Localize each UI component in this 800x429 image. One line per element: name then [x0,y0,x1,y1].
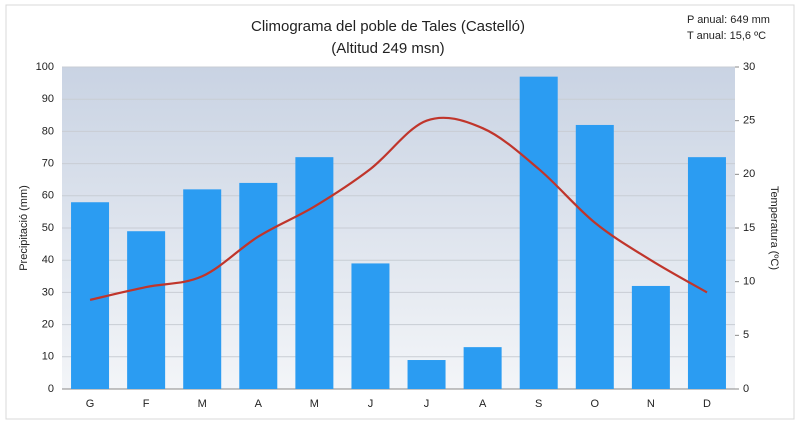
y-tick-label: 40 [42,254,54,266]
x-tick-label: A [255,398,263,410]
y2-tick-label: 25 [743,115,755,127]
annotation: T anual: 15,6 ºC [687,30,766,42]
x-tick-label: G [86,398,95,410]
y-tick-label: 80 [42,125,54,137]
x-tick-label: N [647,398,655,410]
y2-tick-label: 0 [743,383,749,395]
x-tick-label: M [310,398,319,410]
y2-tick-label: 30 [743,61,755,73]
bar [463,347,502,389]
y-tick-label: 50 [42,222,54,234]
chart-title: Climograma del poble de Tales (Castelló) [251,18,525,35]
x-tick-label: J [368,398,374,410]
y-tick-label: 30 [42,286,54,298]
x-tick-label: O [591,398,600,410]
y-tick-label: 90 [42,93,54,105]
bar [295,157,334,389]
bar [407,360,446,389]
line [89,116,708,301]
y-tick-label: 10 [42,351,54,363]
x-tick-label: S [535,398,542,410]
bar [351,263,390,389]
bar [127,231,166,389]
bar [575,124,614,390]
y-tick-label: 20 [42,319,54,331]
x-tick-label: A [479,398,487,410]
chart-subtitle: (Altitud 249 msn) [331,40,444,57]
bar [183,189,222,389]
bar [71,202,110,389]
y-tick-label: 100 [36,61,54,73]
y2-tick-label: 10 [743,276,755,288]
y-tick-label: 0 [48,383,54,395]
x-tick-label: J [424,398,430,410]
y2-tick-label: 5 [743,329,749,341]
bar [239,182,278,389]
y-tick-label: 60 [42,190,54,202]
annotation: P anual: 649 mm [687,14,770,26]
y2-tick-label: 15 [743,222,755,234]
y-axis-label: Precipitació (mm) [18,185,30,271]
x-tick-label: D [703,398,711,410]
bar [687,157,726,389]
y2-tick-label: 20 [743,168,755,180]
y2-axis-label: Temperatura (ºC) [768,186,780,270]
x-tick-label: F [143,398,150,410]
bar [519,76,558,389]
bar [631,285,670,389]
x-tick-label: M [198,398,207,410]
y-tick-label: 70 [42,158,54,170]
